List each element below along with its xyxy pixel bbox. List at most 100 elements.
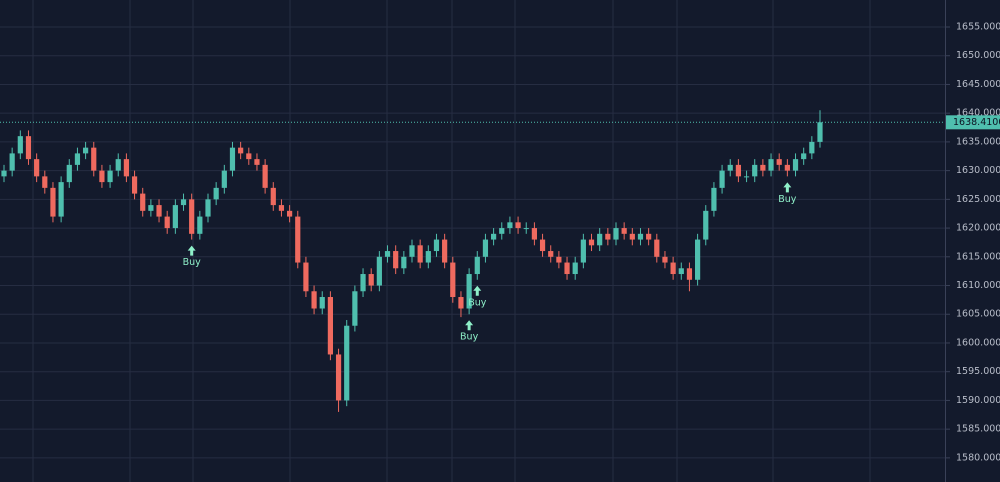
candle-body: [792, 159, 799, 171]
candle-body: [17, 136, 23, 154]
y-tick-label: 1645.0000: [956, 79, 1000, 90]
candle-body: [123, 159, 129, 177]
last-price-tag: [946, 115, 1000, 130]
candle-body: [564, 262, 570, 275]
candle-body: [703, 210, 709, 240]
candle-body: [376, 256, 382, 286]
candle-body: [335, 354, 342, 401]
candle-body: [9, 153, 15, 171]
candle-body: [409, 245, 415, 257]
candle-body: [368, 274, 374, 286]
candle-body: [613, 228, 619, 240]
candle-body: [629, 233, 635, 240]
candle-body: [384, 251, 391, 257]
candle-body: [499, 228, 505, 234]
y-tick-label: 1605.0000: [956, 309, 1000, 320]
candle-body: [107, 170, 113, 183]
candle-body: [205, 199, 211, 217]
y-tick-label: 1640.0000: [956, 108, 1000, 119]
y-tick-label: 1600.0000: [956, 337, 1000, 348]
candle-body: [25, 136, 32, 160]
candle-body: [515, 222, 521, 229]
candle-body: [752, 164, 758, 177]
candle-body: [580, 239, 586, 263]
candle-body: [523, 228, 529, 230]
candle-body: [801, 153, 807, 160]
candle-body: [189, 199, 195, 234]
candle-body: [352, 291, 358, 326]
candle-body: [760, 164, 766, 171]
candle-body: [42, 176, 48, 188]
candle-body: [172, 205, 178, 229]
y-tick-label: 1585.0000: [956, 424, 1000, 435]
candle-body: [776, 159, 782, 165]
candle-body: [360, 274, 366, 292]
candle-body: [491, 233, 497, 240]
buy-arrow: [473, 285, 482, 296]
candle-body: [417, 245, 423, 263]
y-tick-label: 1595.0000: [956, 366, 1000, 377]
buy-arrow: [783, 182, 792, 193]
candle-body: [164, 216, 170, 229]
candle-body: [401, 256, 407, 269]
candle-body: [597, 233, 603, 246]
last-price-label: 1638.4100: [953, 117, 1000, 128]
buy-label: Buy: [460, 332, 479, 343]
y-tick-label: 1635.0000: [956, 136, 1000, 147]
candle-body: [646, 233, 652, 240]
candle-body: [482, 239, 489, 257]
candle-body: [156, 205, 162, 217]
candle-body: [287, 210, 293, 217]
y-tick-label: 1590.0000: [956, 395, 1000, 406]
time-grid: [32, 0, 871, 482]
candle-body: [442, 239, 448, 263]
candle-body: [678, 268, 684, 275]
candle-body: [91, 147, 97, 171]
y-tick-label: 1655.0000: [956, 22, 1000, 33]
candle-body: [539, 239, 546, 252]
candle-body: [425, 251, 431, 263]
candle-body: [743, 176, 750, 178]
candle-body: [1, 170, 7, 177]
candle-body: [74, 153, 81, 165]
y-tick-label: 1625.0000: [956, 194, 1000, 205]
y-tick-label: 1615.0000: [956, 251, 1000, 262]
candle-body: [458, 297, 464, 309]
candle-body: [670, 262, 676, 275]
buy-label: Buy: [183, 257, 202, 268]
candle-body: [140, 193, 146, 211]
candle-body: [466, 274, 472, 309]
candle-body: [50, 187, 56, 217]
candle-body: [254, 159, 260, 165]
y-tick-label: 1610.0000: [956, 280, 1000, 291]
candle-body: [507, 222, 513, 229]
candle-body: [817, 122, 823, 142]
candle-body: [197, 216, 203, 234]
candle-body: [295, 216, 301, 263]
candle-body: [327, 297, 333, 355]
buy-arrow: [465, 320, 474, 331]
candle-body: [548, 251, 554, 257]
candle-body: [221, 170, 227, 188]
candle-body: [809, 141, 815, 154]
candle-body: [99, 170, 105, 183]
candle-body: [393, 251, 399, 269]
candle-body: [662, 256, 668, 263]
candle-body: [474, 256, 480, 275]
candle-body: [303, 262, 309, 292]
candle-body: [238, 147, 244, 154]
candle-body: [637, 233, 644, 240]
candle-body: [180, 199, 187, 206]
candle-body: [605, 233, 611, 240]
candle-body: [727, 164, 733, 171]
buy-label: Buy: [778, 194, 797, 205]
candle-body: [311, 291, 317, 309]
candle-body: [229, 147, 236, 171]
candle-body: [278, 205, 285, 211]
candle-body: [711, 187, 717, 211]
candle-body: [621, 228, 627, 234]
candle-body: [572, 262, 578, 275]
candle-body: [344, 325, 350, 401]
